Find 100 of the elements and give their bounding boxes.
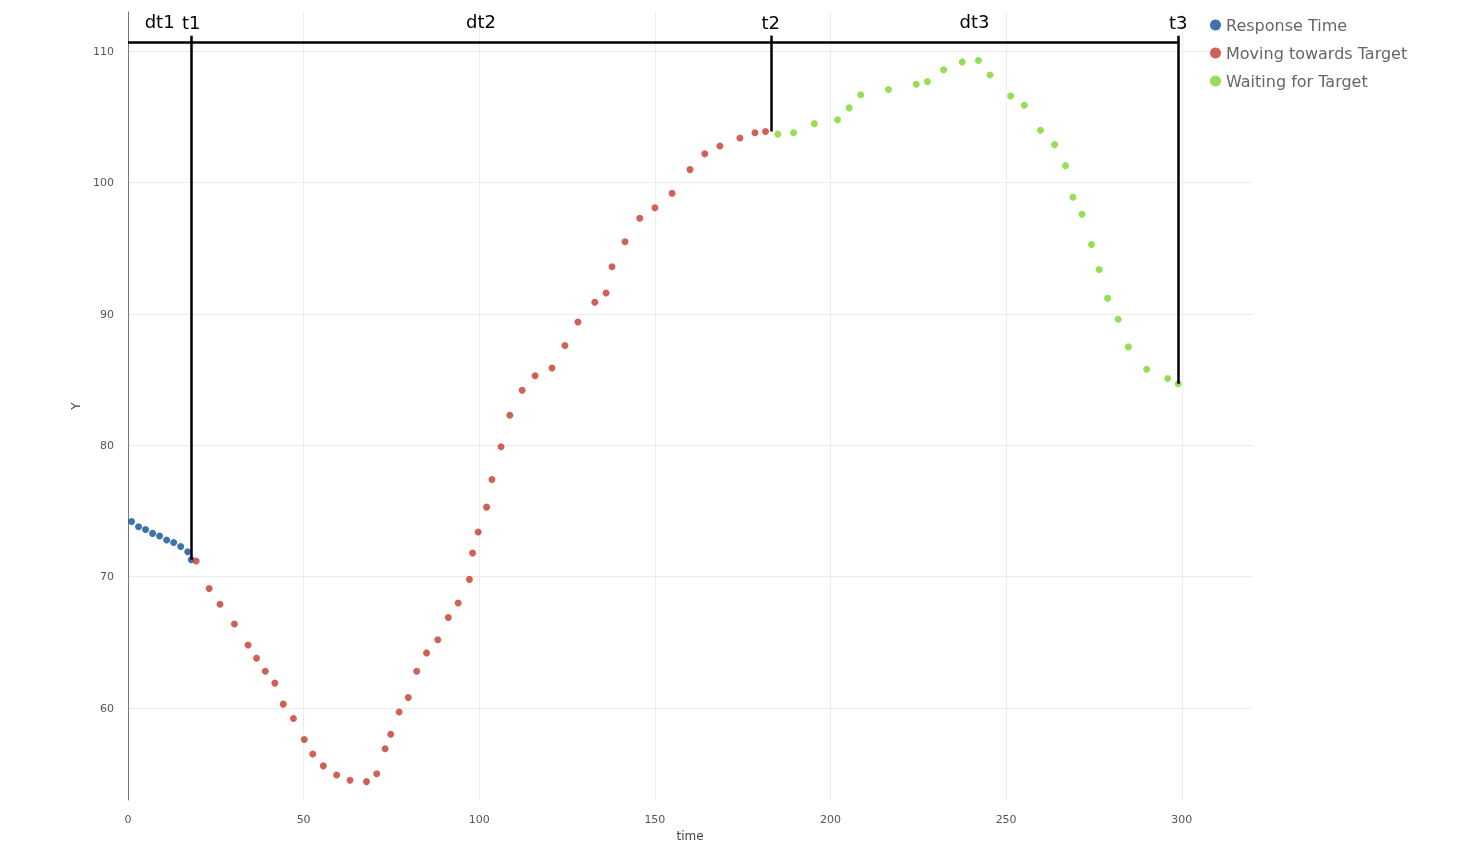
point <box>444 613 452 621</box>
point <box>319 762 327 770</box>
point <box>736 134 744 142</box>
y-tick-label: 60 <box>100 701 114 715</box>
x-tick-label: 300 <box>1171 813 1193 826</box>
point <box>156 532 164 540</box>
point <box>373 770 381 778</box>
point <box>506 411 514 419</box>
point <box>531 372 539 380</box>
point <box>1164 374 1172 382</box>
point <box>142 525 150 533</box>
point <box>253 654 261 662</box>
point <box>762 128 770 136</box>
y-tick-label: 90 <box>100 307 114 321</box>
point <box>668 189 676 197</box>
ref-line-label: t2 <box>761 12 781 34</box>
point <box>1020 101 1028 109</box>
y-tick-label: 80 <box>100 438 114 452</box>
point <box>289 715 297 723</box>
point <box>271 679 279 687</box>
point <box>454 599 462 607</box>
point <box>128 518 136 526</box>
x-tick-label: 0 <box>124 813 132 826</box>
point <box>1037 126 1045 134</box>
point <box>465 575 473 583</box>
point <box>333 771 341 779</box>
y-tick-label: 70 <box>100 570 114 584</box>
point <box>774 130 782 138</box>
point <box>387 730 395 738</box>
point <box>790 129 798 137</box>
point <box>1095 265 1103 273</box>
ref-line-label: t1 <box>181 12 201 34</box>
annotation: dt2 <box>466 11 496 33</box>
point <box>1114 315 1122 323</box>
point <box>591 298 599 306</box>
point <box>309 750 317 758</box>
point <box>135 523 143 531</box>
point <box>1061 162 1069 170</box>
point <box>434 636 442 644</box>
point <box>810 120 818 128</box>
point <box>940 66 948 74</box>
point <box>497 443 505 451</box>
point <box>474 528 482 536</box>
point <box>346 776 354 784</box>
y-tick-label: 110 <box>93 44 114 58</box>
point <box>686 166 694 174</box>
point <box>751 129 759 137</box>
point <box>216 600 224 608</box>
legend-label: Moving towards Target <box>1226 43 1408 63</box>
y-tick-label: 100 <box>93 176 114 190</box>
point <box>469 549 477 557</box>
x-axis-title: time <box>676 828 704 843</box>
point <box>404 694 412 702</box>
point <box>381 745 389 753</box>
point <box>923 78 931 86</box>
point <box>1078 210 1086 218</box>
point <box>170 539 178 547</box>
legend-label: Response Time <box>1226 15 1348 35</box>
point <box>701 150 709 158</box>
point <box>163 536 171 544</box>
point <box>518 386 526 394</box>
point <box>205 585 213 593</box>
point <box>363 778 370 786</box>
point <box>149 529 157 537</box>
point <box>561 342 569 350</box>
point <box>621 238 629 246</box>
point <box>483 503 491 511</box>
point <box>230 620 238 628</box>
x-tick-label: 200 <box>820 813 841 826</box>
point <box>912 80 920 88</box>
legend-label: Waiting for Target <box>1226 71 1368 91</box>
point <box>884 85 892 93</box>
point <box>857 91 865 99</box>
point <box>1007 92 1015 100</box>
point <box>279 700 287 708</box>
x-tick-label: 250 <box>995 813 1017 826</box>
annotation: dt1 <box>144 11 175 33</box>
point <box>651 204 659 212</box>
point <box>300 736 308 744</box>
point <box>716 142 724 150</box>
x-tick-label: 50 <box>296 813 311 826</box>
point <box>958 58 966 66</box>
point <box>488 476 496 484</box>
x-tick-label: 100 <box>468 813 490 826</box>
point <box>413 667 421 675</box>
point <box>1104 294 1112 302</box>
point <box>974 57 982 65</box>
point <box>636 214 644 222</box>
x-tick-label: 150 <box>644 813 666 826</box>
point <box>608 263 616 271</box>
point <box>1051 141 1059 149</box>
point <box>1069 193 1077 201</box>
point <box>1143 365 1151 373</box>
point <box>261 667 269 675</box>
point <box>423 649 431 657</box>
point <box>192 557 200 565</box>
point <box>834 116 842 124</box>
point <box>1124 343 1132 351</box>
y-axis-title: Y <box>69 401 84 411</box>
annotation: dt3 <box>959 11 990 33</box>
